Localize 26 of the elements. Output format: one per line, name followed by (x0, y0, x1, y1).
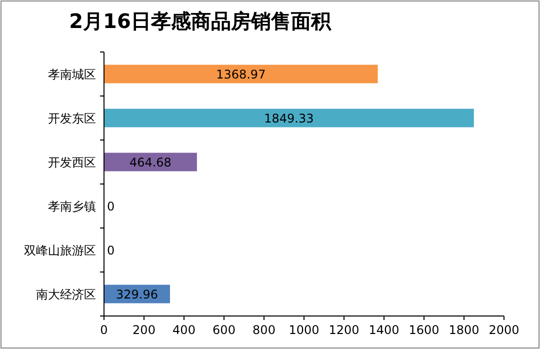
y-tick-label: 开发西区 (48, 156, 96, 170)
chart-title: 2月16日孝感商品房销售面积 (69, 9, 332, 33)
y-tick-label: 孝南乡镇 (48, 200, 96, 214)
data-label: 1368.97 (216, 68, 266, 82)
data-label: 0 (107, 200, 115, 214)
data-label: 464.68 (129, 156, 172, 170)
y-tick-label: 孝南城区 (48, 68, 96, 82)
x-tick-label: 0 (100, 323, 108, 337)
x-tick-label: 1400 (368, 323, 400, 337)
x-tick-label: 1600 (408, 323, 440, 337)
y-tick-label: 南大经济区 (36, 288, 96, 302)
x-tick-label: 1000 (288, 323, 320, 337)
x-tick-label: 1800 (448, 323, 480, 337)
data-label: 0 (107, 244, 115, 258)
x-tick-label: 800 (252, 323, 276, 337)
y-tick-label: 双峰山旅游区 (24, 244, 96, 258)
bar (104, 64, 378, 84)
x-tick-label: 1200 (328, 323, 360, 337)
data-label: 329.96 (116, 288, 158, 302)
x-tick-label: 400 (172, 323, 196, 337)
x-tick-label: 2000 (488, 323, 520, 337)
x-tick-label: 600 (212, 323, 236, 337)
data-label: 1849.33 (264, 112, 314, 126)
x-tick-label: 200 (132, 323, 156, 337)
y-tick-label: 开发东区 (48, 112, 96, 126)
bar (104, 108, 474, 128)
